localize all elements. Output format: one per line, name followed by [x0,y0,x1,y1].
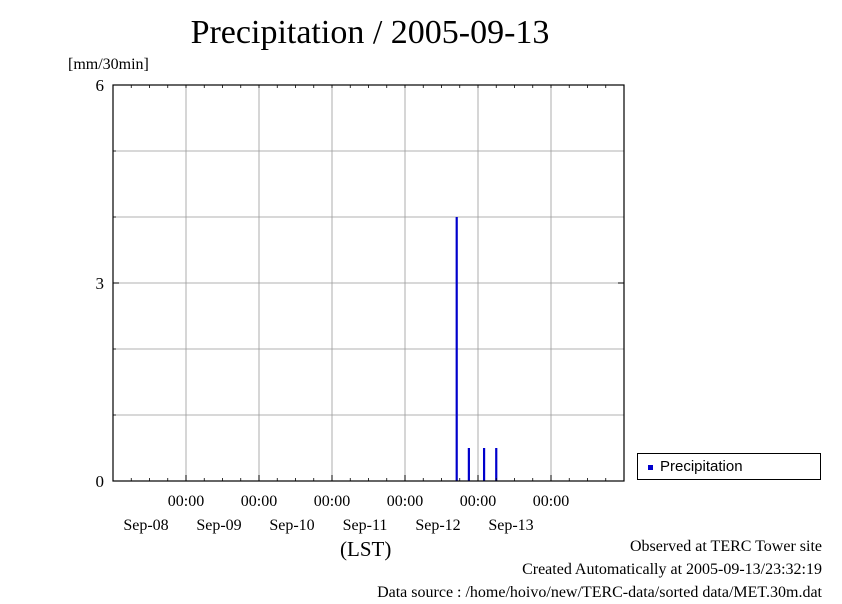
chart-title: Precipitation / 2005-09-13 [190,14,550,51]
x-tick-date-label: Sep-09 [196,517,241,534]
x-axis-label: (LST) [340,537,392,561]
footer-notes: Observed at TERC Tower site Created Auto… [377,535,822,604]
x-tick-time-label: 00:00 [314,493,350,510]
site-note: Observed at TERC Tower site [629,538,822,555]
x-tick-date-label: Sep-12 [415,517,460,534]
x-tick-time-label: 00:00 [168,493,204,510]
x-tick-date-label: Sep-08 [123,517,168,534]
y-tick-label: 3 [96,274,105,293]
bar-series [455,217,498,481]
legend-label: Precipitation [660,458,743,475]
x-tick-time-label: 00:00 [387,493,423,510]
x-tick-date-label: Sep-10 [269,517,314,534]
y-axis-unit-label: [mm/30min] [68,56,149,73]
y-tick-label: 0 [96,472,105,491]
grid-lines [113,85,624,481]
x-tick-date-label: Sep-13 [488,517,533,534]
x-tick-time-label: 00:00 [241,493,277,510]
source-note: Data source : /home/hoivo/new/TERC-data/… [377,584,822,601]
x-tick-time-label: 00:00 [460,493,496,510]
legend: Precipitation [637,453,821,480]
y-axis-ticks: 0 3 6 [96,76,624,491]
legend-swatch [648,465,653,470]
x-axis-ticks: 00:00Sep-0800:00Sep-0900:00Sep-1000:00Se… [123,85,607,534]
x-tick-date-label: Sep-11 [343,517,388,534]
created-note: Created Automatically at 2005-09-13/23:3… [522,561,822,578]
x-tick-time-label: 00:00 [533,493,569,510]
y-tick-label: 6 [96,76,105,95]
